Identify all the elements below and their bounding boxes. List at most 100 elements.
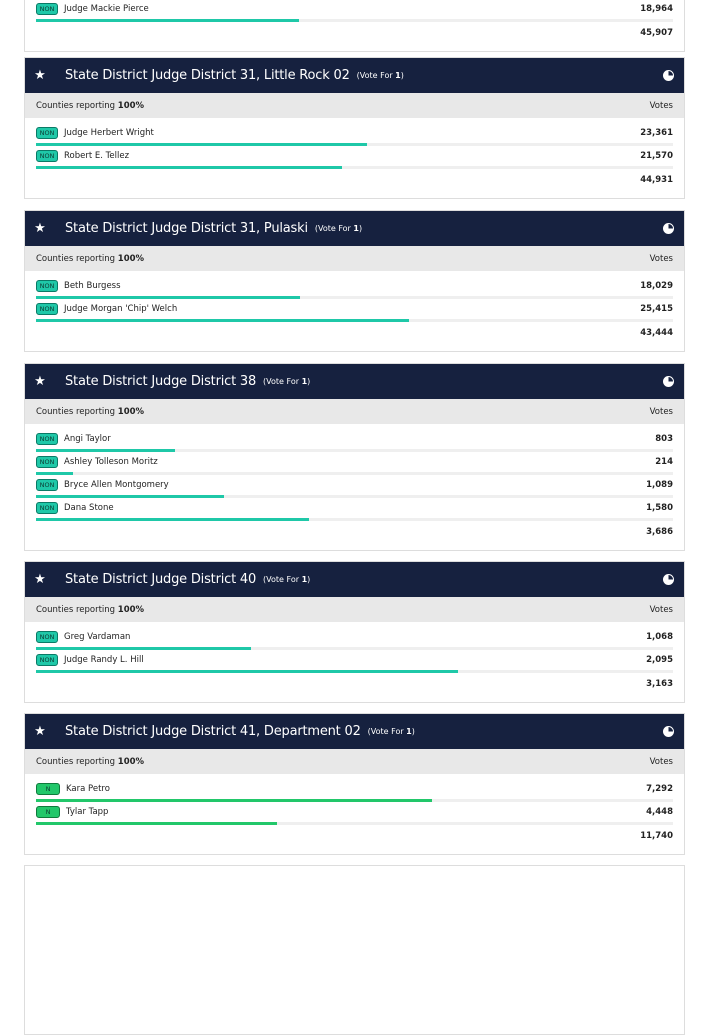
star-icon[interactable]: ★ bbox=[34, 68, 46, 83]
star-icon[interactable]: ★ bbox=[34, 724, 46, 739]
reporting-bar: Counties reporting 100% Votes bbox=[25, 597, 684, 622]
candidate-name: Beth Burgess bbox=[64, 281, 121, 291]
candidate-votes: 18,964 bbox=[640, 4, 673, 14]
candidate-row: NON Judge Herbert Wright 23,361 bbox=[36, 126, 673, 149]
race-card: ★ State District Judge District 40 (Vote… bbox=[24, 561, 685, 703]
pie-chart-icon[interactable] bbox=[663, 574, 674, 585]
race-header[interactable]: ★ State District Judge District 31, Litt… bbox=[25, 58, 684, 93]
party-badge: NON bbox=[36, 280, 58, 292]
race-header[interactable]: ★ State District Judge District 38 (Vote… bbox=[25, 364, 684, 399]
party-badge: NON bbox=[36, 479, 58, 491]
race-title: State District Judge District 38 bbox=[65, 374, 257, 389]
candidate-votes: 803 bbox=[655, 434, 673, 444]
candidate-name: Ashley Tolleson Moritz bbox=[64, 457, 158, 467]
star-icon[interactable]: ★ bbox=[34, 374, 46, 389]
total-votes: 3,686 bbox=[646, 527, 673, 537]
candidate-row: NON Bryce Allen Montgomery 1,089 bbox=[36, 478, 673, 501]
candidate-name: Tylar Tapp bbox=[66, 807, 109, 817]
vote-for: (Vote For 1) bbox=[314, 224, 363, 233]
party-badge: NON bbox=[36, 456, 58, 468]
vote-bar bbox=[36, 166, 673, 169]
candidate-name: Judge Morgan 'Chip' Welch bbox=[64, 304, 178, 314]
candidate-row: N Tylar Tapp 4,448 bbox=[36, 805, 673, 828]
candidate-row: NON Judge Randy L. Hill 2,095 bbox=[36, 653, 673, 676]
candidate-name: Robert E. Tellez bbox=[64, 151, 130, 161]
candidate-name: Judge Herbert Wright bbox=[64, 128, 154, 138]
party-badge: NON bbox=[36, 303, 58, 315]
pie-chart-icon[interactable] bbox=[663, 376, 674, 387]
total-votes: 45,907 bbox=[640, 28, 673, 38]
candidate-row: NON Ashley Tolleson Moritz 214 bbox=[36, 455, 673, 478]
race-title: State District Judge District 31, Pulask… bbox=[65, 221, 308, 236]
vote-bar bbox=[36, 143, 673, 146]
reporting-bar: Counties reporting 100% Votes bbox=[25, 749, 684, 774]
race-card: ★ State District Judge District 31, Litt… bbox=[24, 57, 685, 199]
vote-bar bbox=[36, 799, 673, 802]
candidate-votes: 18,029 bbox=[640, 281, 673, 291]
party-badge: N bbox=[36, 806, 60, 818]
race-header[interactable]: ★ State District Judge District 41, Depa… bbox=[25, 714, 684, 749]
race-title: State District Judge District 31, Little… bbox=[65, 68, 350, 83]
candidate-votes: 25,415 bbox=[640, 304, 673, 314]
candidate-votes: 1,089 bbox=[646, 480, 673, 490]
vote-bar bbox=[36, 518, 673, 521]
race-card: ★ State District Judge District 41, Depa… bbox=[24, 713, 685, 855]
candidate-name: Greg Vardaman bbox=[64, 632, 131, 642]
vote-bar bbox=[36, 822, 673, 825]
candidate-votes: 1,068 bbox=[646, 632, 673, 642]
candidate-row: NON Beth Burgess 18,029 bbox=[36, 279, 673, 302]
vote-bar bbox=[36, 19, 673, 22]
candidate-votes: 214 bbox=[655, 457, 673, 467]
race-card-partial: NON Judge Mackie Pierce 18,964 45,907 bbox=[24, 0, 685, 52]
star-icon[interactable]: ★ bbox=[34, 572, 46, 587]
candidate-row: NON Greg Vardaman 1,068 bbox=[36, 630, 673, 653]
vote-for: (Vote For 1) bbox=[263, 575, 311, 584]
total-votes: 44,931 bbox=[640, 175, 673, 185]
candidate-row: NON Robert E. Tellez 21,570 bbox=[36, 149, 673, 172]
pie-chart-icon[interactable] bbox=[663, 223, 674, 234]
vote-for: (Vote For 1) bbox=[263, 377, 311, 386]
candidate-votes: 7,292 bbox=[646, 784, 673, 794]
vote-bar bbox=[36, 296, 673, 299]
candidate-name: Judge Randy L. Hill bbox=[64, 655, 144, 665]
total-votes: 43,444 bbox=[640, 328, 673, 338]
race-card: ★ State District Judge District 31, Pula… bbox=[24, 210, 685, 352]
party-badge: N bbox=[36, 783, 60, 795]
reporting-bar: Counties reporting 100% Votes bbox=[25, 399, 684, 424]
star-icon[interactable]: ★ bbox=[34, 221, 46, 236]
party-badge: NON bbox=[36, 127, 58, 139]
candidate-row: NON Angi Taylor 803 bbox=[36, 432, 673, 455]
vote-bar bbox=[36, 647, 673, 650]
party-badge: NON bbox=[36, 150, 58, 162]
pie-chart-icon[interactable] bbox=[663, 70, 674, 81]
race-title: State District Judge District 40 bbox=[65, 572, 257, 587]
candidate-votes: 21,570 bbox=[640, 151, 673, 161]
pie-chart-icon[interactable] bbox=[663, 726, 674, 737]
total-votes: 11,740 bbox=[640, 831, 673, 841]
candidate-name: Kara Petro bbox=[66, 784, 110, 794]
vote-bar bbox=[36, 495, 673, 498]
party-badge: NON bbox=[36, 502, 58, 514]
candidate-votes: 1,580 bbox=[646, 503, 673, 513]
candidate-votes: 23,361 bbox=[640, 128, 673, 138]
race-title: State District Judge District 41, Depart… bbox=[65, 724, 361, 739]
vote-for: (Vote For 1) bbox=[367, 727, 415, 736]
candidate-name: Angi Taylor bbox=[64, 434, 111, 444]
party-badge: NON bbox=[36, 3, 58, 15]
candidate-votes: 2,095 bbox=[646, 655, 673, 665]
party-badge: NON bbox=[36, 433, 58, 445]
race-header[interactable]: ★ State District Judge District 31, Pula… bbox=[25, 211, 684, 246]
vote-bar bbox=[36, 319, 673, 322]
candidate-row: NON Judge Mackie Pierce 18,964 bbox=[36, 2, 673, 25]
party-badge: NON bbox=[36, 654, 58, 666]
candidate-row: N Kara Petro 7,292 bbox=[36, 782, 673, 805]
empty-card bbox=[24, 865, 685, 1035]
candidate-row: NON Dana Stone 1,580 bbox=[36, 501, 673, 524]
total-votes: 3,163 bbox=[646, 679, 673, 689]
candidate-row: NON Judge Morgan 'Chip' Welch 25,415 bbox=[36, 302, 673, 325]
race-header[interactable]: ★ State District Judge District 40 (Vote… bbox=[25, 562, 684, 597]
vote-bar bbox=[36, 670, 673, 673]
candidate-name: Bryce Allen Montgomery bbox=[64, 480, 169, 490]
vote-for: (Vote For 1) bbox=[356, 71, 404, 80]
candidate-name: Dana Stone bbox=[64, 503, 114, 513]
